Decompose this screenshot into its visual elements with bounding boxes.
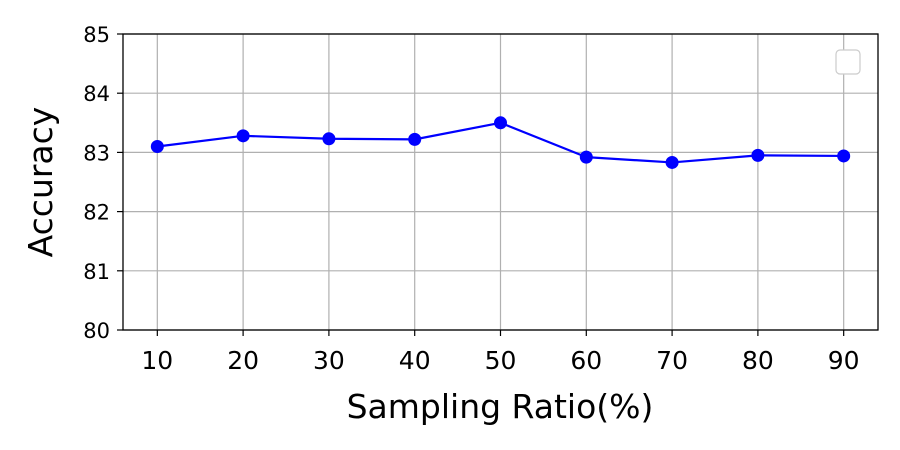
- data-point: [408, 132, 422, 146]
- y-tick-label: 83: [83, 141, 110, 165]
- y-tick-label: 80: [83, 319, 110, 343]
- data-point: [751, 148, 765, 162]
- x-tick-label: 90: [828, 346, 860, 375]
- data-points: [150, 116, 851, 169]
- y-tick-label: 84: [83, 82, 110, 106]
- x-axis: 10 20 30 40 50 60 70 80 90: [141, 330, 860, 375]
- x-tick-label: 30: [313, 346, 345, 375]
- x-tick-label: 80: [742, 346, 774, 375]
- y-tick-label: 81: [83, 260, 110, 284]
- data-point: [150, 139, 164, 153]
- x-axis-title: Sampling Ratio(%): [347, 387, 654, 426]
- legend-box: [835, 49, 861, 75]
- x-tick-label: 40: [399, 346, 431, 375]
- x-tick-label: 20: [227, 346, 259, 375]
- data-point: [665, 155, 679, 169]
- data-point: [579, 150, 593, 164]
- x-tick-label: 50: [485, 346, 517, 375]
- y-axis: 80 81 82 83 84 85: [83, 23, 123, 343]
- x-tick-label: 70: [656, 346, 688, 375]
- data-point: [837, 149, 851, 163]
- x-tick-label: 60: [570, 346, 602, 375]
- y-axis-title: Accuracy: [21, 107, 60, 258]
- grid-lines: [123, 33, 878, 331]
- data-point: [236, 129, 250, 143]
- data-point: [494, 116, 507, 130]
- y-tick-label: 82: [83, 201, 110, 225]
- x-tick-label: 10: [141, 346, 173, 375]
- data-point: [322, 132, 336, 146]
- y-tick-label: 85: [83, 23, 110, 47]
